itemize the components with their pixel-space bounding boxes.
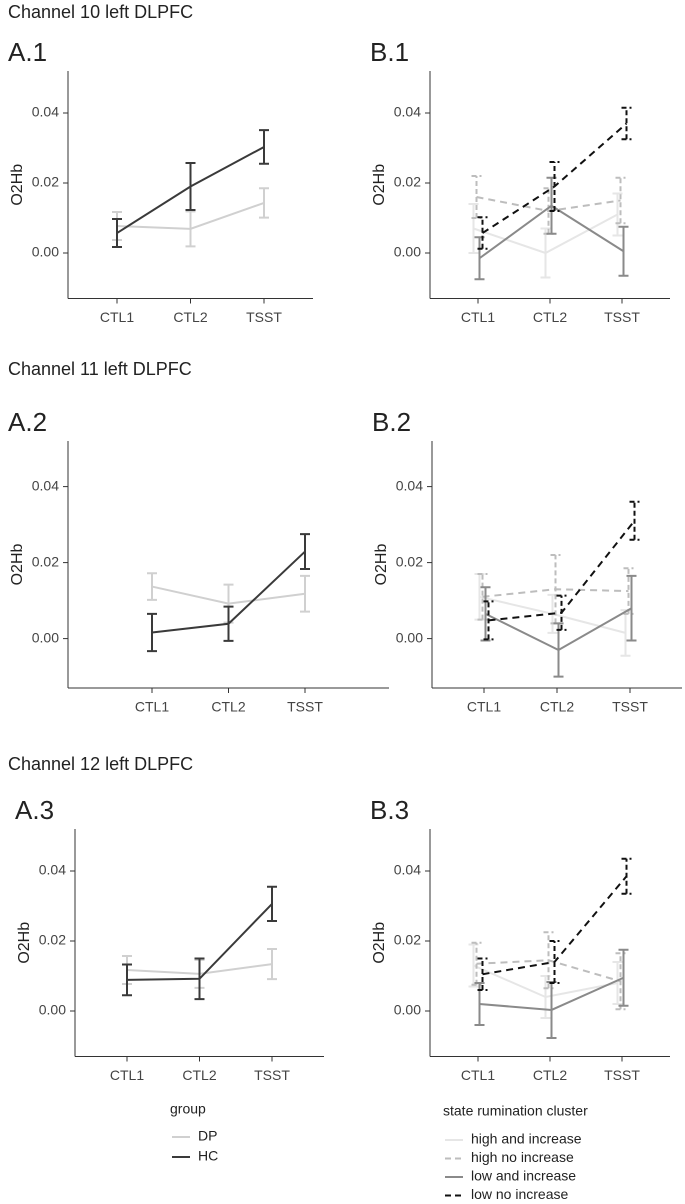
series-line xyxy=(482,588,629,598)
error-bar xyxy=(621,106,632,141)
legend-label: high no increase xyxy=(471,1149,574,1165)
series-line xyxy=(473,964,618,999)
panel-label: A.1 xyxy=(8,37,47,67)
y-tick-label: 0.04 xyxy=(394,104,421,120)
x-tick-label: TSST xyxy=(254,1067,290,1083)
series-line xyxy=(151,550,306,634)
series-line xyxy=(116,202,265,230)
y-tick-label: 0.04 xyxy=(396,477,423,493)
error-bar xyxy=(629,500,640,541)
x-tick-label: TSST xyxy=(246,309,282,325)
y-tick-label: 0.02 xyxy=(39,932,66,948)
y-tick-label: 0.00 xyxy=(394,244,421,260)
y-tick-label: 0.04 xyxy=(32,104,59,120)
series-line xyxy=(488,520,636,622)
series-line xyxy=(479,976,624,1011)
y-axis-label: O2Hb xyxy=(371,164,388,206)
x-tick-label: CTL2 xyxy=(182,1067,216,1083)
y-tick-label: 0.04 xyxy=(394,862,421,878)
y-tick-label: 0.04 xyxy=(32,477,59,493)
y-axis-label: O2Hb xyxy=(373,544,390,586)
y-tick-label: 0.02 xyxy=(32,174,59,190)
legend-label: HC xyxy=(198,1148,218,1164)
x-tick-label: CTL2 xyxy=(533,309,567,325)
y-tick-label: 0.00 xyxy=(39,1002,66,1018)
y-tick-label: 0.00 xyxy=(396,629,423,645)
panel-label: A.3 xyxy=(15,795,54,825)
series-line xyxy=(473,213,618,255)
section-title: Channel 10 left DLPFC xyxy=(8,2,193,22)
error-bar xyxy=(300,533,310,571)
legend-label: DP xyxy=(198,1128,217,1144)
x-tick-label: CTL1 xyxy=(461,309,495,325)
panel-label: B.1 xyxy=(370,37,409,67)
section-title: Channel 11 left DLPFC xyxy=(8,359,192,379)
y-tick-label: 0.02 xyxy=(394,174,421,190)
y-axis-label: O2Hb xyxy=(9,544,26,586)
x-tick-label: TSST xyxy=(604,309,640,325)
x-tick-label: TSST xyxy=(612,699,648,715)
y-tick-label: 0.04 xyxy=(39,862,66,878)
legend-label: low and increase xyxy=(471,1168,576,1184)
section-title: Channel 12 left DLPFC xyxy=(8,754,193,774)
y-tick-label: 0.00 xyxy=(32,244,59,260)
series-line xyxy=(481,122,628,234)
x-tick-label: CTL1 xyxy=(467,699,501,715)
series-line xyxy=(116,146,265,234)
error-bar xyxy=(615,176,626,225)
y-axis-label: O2Hb xyxy=(16,922,33,964)
x-tick-label: CTL2 xyxy=(173,309,207,325)
x-tick-label: CTL1 xyxy=(461,1067,495,1083)
x-tick-label: TSST xyxy=(604,1067,640,1083)
legend-label: high and increase xyxy=(471,1131,582,1147)
y-tick-label: 0.00 xyxy=(32,629,59,645)
y-axis-label: O2Hb xyxy=(371,922,388,964)
x-tick-label: TSST xyxy=(287,699,323,715)
x-tick-label: CTL2 xyxy=(533,1067,567,1083)
x-tick-label: CTL1 xyxy=(135,699,169,715)
legend-title: state rumination cluster xyxy=(443,1103,588,1119)
legend-label: low no increase xyxy=(471,1186,568,1202)
panel-label: A.2 xyxy=(8,407,47,437)
y-tick-label: 0.00 xyxy=(394,1002,421,1018)
series-line xyxy=(485,607,632,652)
legend-title: group xyxy=(170,1101,206,1117)
error-bar xyxy=(477,957,488,991)
series-line xyxy=(126,903,273,981)
x-tick-label: CTL2 xyxy=(540,699,574,715)
series-line xyxy=(476,196,621,213)
series-line xyxy=(476,959,621,983)
y-tick-label: 0.02 xyxy=(394,932,421,948)
x-tick-label: CTL2 xyxy=(211,699,245,715)
x-tick-label: CTL1 xyxy=(110,1067,144,1083)
panel-label: B.2 xyxy=(372,407,411,437)
y-tick-label: 0.02 xyxy=(396,553,423,569)
series-line xyxy=(478,204,625,260)
series-line xyxy=(151,585,306,605)
y-tick-label: 0.02 xyxy=(32,553,59,569)
y-axis-label: O2Hb xyxy=(9,164,26,206)
panel-label: B.3 xyxy=(370,795,409,825)
error-bar xyxy=(477,216,488,250)
x-tick-label: CTL1 xyxy=(100,309,134,325)
series-line xyxy=(482,875,628,976)
